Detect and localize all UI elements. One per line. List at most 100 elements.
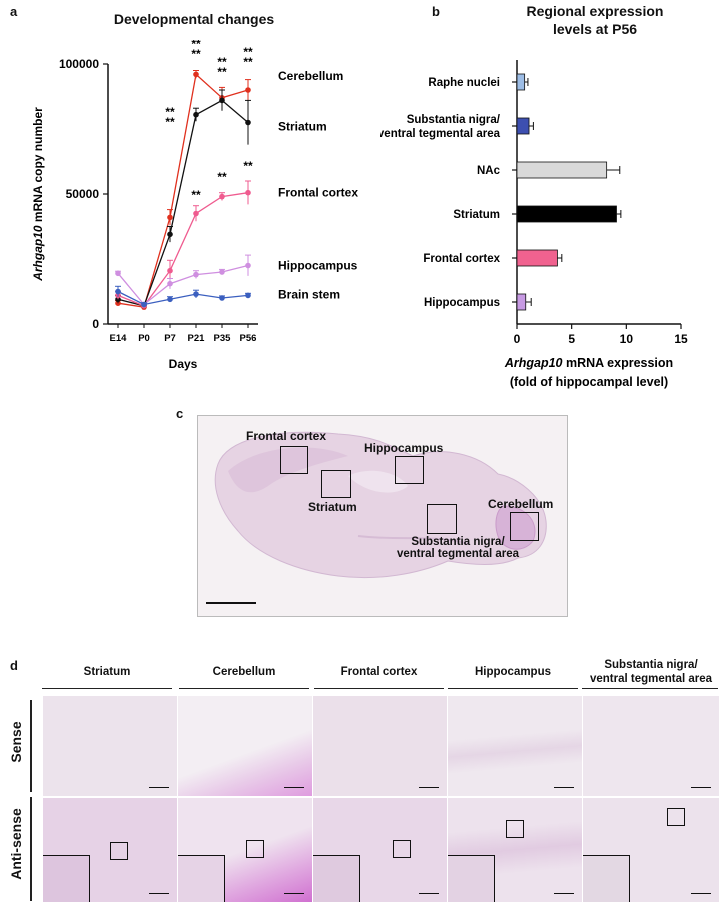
x-tick-label: 5 [568, 332, 575, 346]
antisense-tile-substantia-nigra [582, 797, 720, 903]
sense-tile-striatum [42, 695, 178, 797]
x-axis-label: Days [169, 357, 198, 371]
category-label: ventral tegmental area [380, 128, 501, 140]
antisense-tile-frontal-cortex [312, 797, 448, 903]
antisense-tile-cerebellum [177, 797, 313, 903]
x-tick-label: 15 [674, 332, 688, 346]
inset [313, 855, 360, 902]
significance-mark: ** [217, 65, 227, 79]
label-substantia-nigra-line1: Substantia nigra/ [411, 536, 505, 548]
zoom-box [246, 840, 264, 858]
data-point [167, 231, 173, 238]
series-line [117, 192, 249, 307]
row-header-antisense-wrap: Anti-sense [4, 796, 28, 900]
data-point [167, 267, 173, 274]
x-tick-label: P56 [240, 333, 257, 344]
sense-tile-substantia-nigra [582, 695, 720, 797]
zoom-box [393, 840, 411, 858]
series-line [117, 99, 249, 307]
bar [516, 205, 617, 223]
significance-mark: ** [191, 188, 201, 202]
series-line [117, 73, 249, 308]
data-point [167, 214, 173, 221]
x-tick-label: 0 [514, 332, 521, 346]
data-point [193, 71, 199, 78]
significance-mark: ** [217, 55, 227, 69]
scale-bar [419, 786, 439, 788]
series-label: Striatum [278, 120, 327, 134]
data-point [245, 262, 251, 269]
data-point [245, 87, 251, 93]
column-header-sn-line1: Substantia nigra/ [604, 659, 698, 671]
row-header-sense: Sense [8, 721, 24, 763]
inset [43, 855, 90, 902]
data-point [141, 301, 147, 308]
roi-box-substantia-nigra [427, 504, 457, 534]
category-label: NAc [477, 165, 501, 177]
x-tick-label: P0 [138, 333, 150, 344]
scale-bar [149, 892, 169, 894]
series-line [117, 264, 249, 306]
x-tick-label: E14 [110, 333, 128, 344]
column-rule [448, 688, 578, 689]
label-frontal-cortex: Frontal cortex [246, 429, 327, 443]
column-rule [42, 688, 172, 689]
series-label: Cerebellum [278, 69, 343, 83]
significance-mark: ** [165, 115, 175, 129]
zoom-box [667, 808, 685, 826]
category-label: Striatum [453, 209, 500, 221]
scale-bar [206, 602, 256, 604]
panel-a-title: Developmental changes [113, 11, 275, 27]
roi-box-hippocampus [395, 456, 424, 484]
category-label: Raphe nuclei [428, 77, 500, 89]
category-label: Substantia nigra/ [407, 114, 501, 126]
data-point [193, 210, 199, 217]
bar [516, 117, 530, 135]
label-substantia-nigra-line2: ventral tegmental area [396, 548, 520, 560]
panel-b-letter: b [432, 4, 440, 19]
data-point [245, 292, 251, 299]
column-header-striatum: Striatum [83, 666, 131, 678]
data-point [245, 189, 251, 196]
scale-bar [419, 892, 439, 894]
brain-section-image: Frontal cortex Hippocampus Striatum Cere… [197, 415, 568, 617]
significance-mark: ** [191, 40, 201, 51]
series-line [117, 290, 249, 306]
panel-b-title-line2: levels at P56 [552, 21, 638, 37]
data-point [219, 269, 225, 275]
column-rule [314, 688, 444, 689]
data-point [167, 280, 173, 287]
scale-bar [284, 786, 304, 788]
bar-chart: 0 5 10 15 Raphe nuclei Substantia nigra/ventr… [380, 60, 688, 389]
series-label: Brain stem [278, 287, 340, 301]
panel-d-letter: d [10, 658, 18, 673]
data-point [219, 295, 225, 301]
sense-tile-hippocampus [447, 695, 583, 797]
zoom-box [110, 842, 128, 860]
column-header-cerebellum: Cerebellum [212, 666, 276, 678]
sense-tile-frontal-cortex [312, 695, 448, 797]
panel-b-title-line1: Regional expression [526, 3, 664, 19]
data-point [219, 97, 225, 104]
row-rule [30, 700, 32, 792]
roi-box-cerebellum [510, 512, 539, 541]
data-point [219, 193, 225, 200]
data-point [193, 111, 199, 118]
significance-mark: ** [243, 55, 253, 69]
antisense-tile-hippocampus [447, 797, 583, 903]
data-point [245, 119, 251, 126]
data-point [115, 270, 121, 277]
roi-box-frontal-cortex [280, 446, 308, 474]
inset [178, 855, 225, 902]
row-header-sense-wrap: Sense [4, 700, 28, 790]
x-tick-label: 10 [620, 332, 634, 346]
significance-mark: ** [243, 45, 253, 59]
row-header-anti-sense: Anti-sense [8, 808, 24, 880]
column-header-hippocampus: Hippocampus [474, 666, 552, 678]
x-tick-label: P35 [214, 333, 232, 344]
series-label: Hippocampus [278, 259, 358, 273]
y-tick-label: 100000 [59, 57, 99, 71]
panel-c-letter: c [176, 406, 184, 421]
bar [516, 73, 526, 91]
y-tick-label: 50000 [66, 187, 100, 201]
